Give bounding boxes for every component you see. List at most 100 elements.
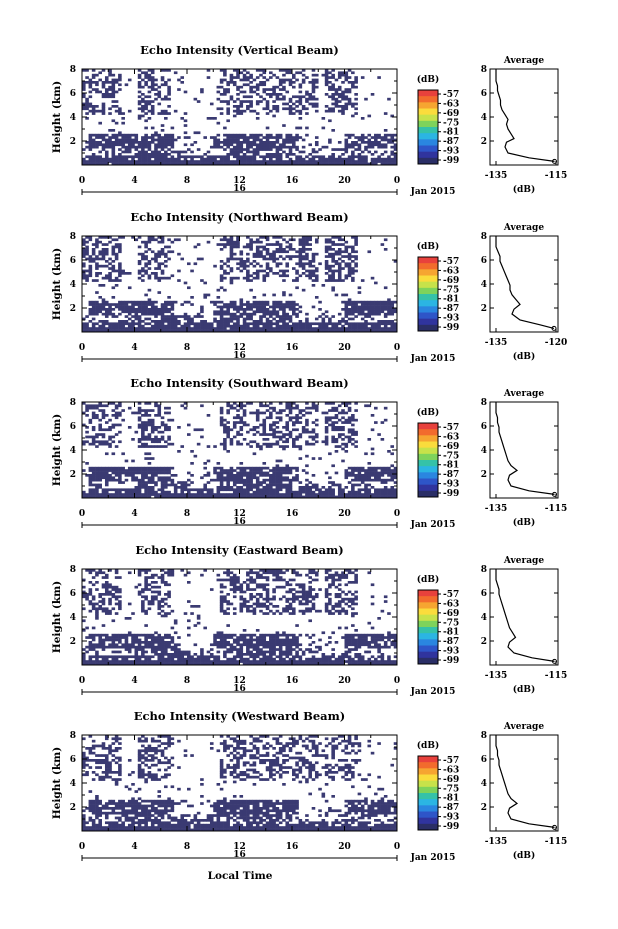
heatmap-cell — [137, 440, 142, 444]
heatmap-cell — [157, 102, 162, 106]
heatmap-cell — [311, 327, 316, 330]
heatmap-cell — [226, 264, 230, 268]
heatmap-cell — [308, 490, 312, 494]
average-y-tick-label: 2 — [481, 470, 487, 480]
heatmap-cell — [226, 320, 230, 323]
heatmap-cell — [292, 428, 296, 432]
heatmap-cell — [101, 576, 106, 579]
heatmap-cell — [209, 136, 214, 139]
heatmap-cell — [374, 133, 378, 137]
heatmap-cell — [91, 76, 96, 79]
heatmap-cell — [190, 488, 194, 492]
heatmap-cell — [226, 238, 230, 242]
heatmap-cell — [219, 322, 224, 326]
heatmap-cell — [226, 133, 230, 137]
heatmap-cell — [377, 133, 381, 137]
heatmap-cell — [239, 471, 244, 475]
heatmap-cell — [390, 322, 395, 326]
colorbar-swatch — [418, 139, 438, 146]
heatmap-cell — [288, 97, 293, 101]
heatmap-cell — [242, 495, 247, 499]
heatmap-cell — [259, 322, 263, 326]
heatmap-cell — [131, 471, 135, 475]
heatmap-cell — [223, 148, 227, 151]
heatmap-cell — [275, 490, 280, 494]
heatmap-cell — [269, 469, 273, 472]
heatmap-cell — [118, 157, 122, 161]
colorbar-swatch — [418, 306, 438, 313]
heatmap-cell — [124, 617, 129, 620]
heatmap-cell — [160, 252, 165, 256]
heatmap-cell — [393, 327, 398, 330]
heatmap-cell — [282, 85, 286, 89]
heatmap-cell — [144, 138, 148, 142]
heatmap-cell — [239, 476, 244, 480]
heatmap-cell — [360, 308, 365, 311]
heatmap-cell — [147, 490, 152, 494]
heatmap-cell — [344, 474, 349, 477]
heatmap-cell — [114, 411, 119, 415]
heatmap-cell — [111, 633, 116, 637]
heatmap-cell — [226, 81, 230, 84]
heatmap-cell — [200, 435, 204, 439]
heatmap-cell — [272, 490, 276, 494]
heatmap-cell — [226, 312, 230, 316]
heatmap-cell — [259, 411, 263, 415]
heatmap-cell — [223, 305, 227, 309]
heatmap-cell — [137, 315, 142, 318]
heatmap-cell — [259, 320, 263, 323]
heatmap-cell — [298, 433, 303, 436]
heatmap-cell — [288, 490, 293, 494]
heatmap-cell — [101, 276, 106, 280]
heatmap-cell — [98, 426, 102, 429]
heatmap-cell — [288, 303, 293, 306]
heatmap-cell — [232, 81, 237, 84]
heatmap-cell — [131, 411, 135, 415]
heatmap-cell — [164, 160, 168, 163]
heatmap-cell — [101, 298, 106, 302]
heatmap-cell — [311, 402, 316, 405]
heatmap-cell — [236, 133, 240, 137]
heatmap-cell — [275, 85, 280, 89]
heatmap-cell — [308, 322, 312, 326]
heatmap-cell — [337, 88, 342, 91]
heatmap-cell — [187, 490, 191, 494]
panel-4: Echo Intensity (Eastward Beam)2468Height… — [51, 543, 567, 697]
heatmap-cell — [354, 102, 358, 106]
heatmap-cell — [91, 648, 96, 651]
heatmap-cell — [331, 83, 335, 87]
heatmap-cell — [370, 143, 375, 147]
heatmap-cell — [255, 329, 260, 333]
heatmap-cell — [104, 81, 109, 84]
heatmap-cell — [108, 600, 112, 603]
heatmap-cell — [223, 262, 227, 266]
heatmap-cell — [114, 655, 119, 659]
heatmap-cell — [91, 305, 96, 309]
heatmap-cell — [334, 78, 339, 82]
heatmap-cell — [134, 303, 139, 306]
heatmap-cell — [278, 248, 283, 251]
heatmap-cell — [390, 469, 395, 472]
heatmap-cell — [226, 426, 230, 429]
heatmap-cell — [167, 245, 171, 249]
heatmap-cell — [308, 495, 312, 499]
heatmap-cell — [219, 300, 224, 304]
heatmap-cell — [229, 471, 234, 475]
heatmap-cell — [324, 81, 329, 84]
heatmap-cell — [141, 633, 145, 637]
heatmap-cell — [246, 95, 250, 99]
heatmap-cell — [160, 490, 165, 494]
heatmap-cell — [357, 478, 362, 482]
heatmap-cell — [265, 404, 270, 408]
heatmap-cell — [269, 153, 273, 156]
heatmap-cell — [137, 252, 142, 256]
heatmap-cell — [311, 406, 316, 410]
heatmap-cell — [114, 602, 119, 606]
heatmap-cell — [255, 248, 260, 251]
heatmap-cell — [177, 315, 181, 318]
heatmap-cell — [144, 488, 148, 492]
heatmap-cell — [127, 272, 132, 275]
heatmap-cell — [160, 143, 165, 147]
heatmap-cell — [364, 329, 368, 333]
heatmap-cell — [295, 262, 299, 266]
